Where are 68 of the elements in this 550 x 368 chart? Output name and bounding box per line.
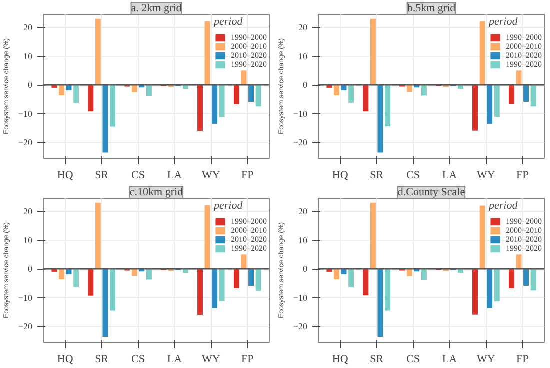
- x-tick-label: SR: [95, 354, 110, 366]
- legend-label: 1990–2000: [231, 217, 267, 226]
- x-tick-label: WY: [202, 170, 220, 182]
- legend-label: 1990–2020: [506, 244, 542, 253]
- y-tick-label: −10: [18, 108, 33, 119]
- y-tick-label: −20: [293, 138, 308, 148]
- chart-title: b.5km grid: [407, 2, 456, 14]
- legend-label: 2000–2010: [231, 226, 267, 235]
- y-tick-label: 10: [24, 51, 33, 62]
- x-tick-label: HQ: [332, 170, 348, 182]
- x-tick-label: LA: [442, 170, 458, 182]
- chart-title: c.10km grid: [130, 186, 184, 198]
- chart-title: d.County Scale: [398, 186, 466, 198]
- y-tick-label: 10: [298, 51, 308, 62]
- legend-title: period: [489, 200, 519, 212]
- y-tick-label: −10: [293, 108, 308, 119]
- y-tick-label: 0: [303, 80, 308, 90]
- legend-label: 2010–2020: [231, 51, 267, 60]
- x-tick-label: FP: [516, 170, 529, 182]
- y-tick-label: −20: [18, 138, 33, 148]
- y-tick-label: −20: [18, 322, 33, 332]
- legend-title: period: [489, 16, 519, 28]
- y-tick-label: −10: [18, 292, 33, 303]
- x-tick-label: FP: [516, 354, 529, 366]
- legend-title: period: [214, 16, 244, 28]
- y-tick-label: −10: [293, 292, 308, 303]
- y-tick-label: 0: [28, 264, 33, 274]
- legend-label: 2000–2010: [506, 226, 542, 235]
- x-tick-label: CS: [406, 354, 420, 366]
- y-tick-label: 20: [24, 22, 33, 32]
- y-tick-label: 20: [298, 206, 308, 216]
- x-tick-label: CS: [406, 170, 420, 182]
- legend-label: 2010–2020: [231, 235, 267, 244]
- x-tick-label: LA: [442, 354, 458, 366]
- x-tick-label: FP: [242, 354, 254, 366]
- x-tick-label: SR: [370, 170, 384, 182]
- y-tick-label: 10: [298, 235, 308, 246]
- legend-label: 1990–2000: [506, 33, 542, 42]
- x-tick-label: WY: [477, 170, 496, 182]
- y-tick-label: 0: [303, 264, 308, 274]
- x-tick-label: SR: [95, 170, 110, 182]
- legend-label: 1990–2020: [231, 60, 267, 69]
- legend-label: 1990–2000: [231, 33, 267, 42]
- x-tick-label: FP: [242, 170, 254, 182]
- x-tick-label: HQ: [332, 354, 348, 366]
- x-tick-label: HQ: [57, 354, 74, 366]
- x-tick-label: LA: [167, 354, 182, 366]
- x-tick-label: WY: [202, 354, 220, 366]
- legend-label: 1990–2000: [506, 217, 542, 226]
- x-tick-label: CS: [132, 354, 146, 366]
- y-tick-label: 10: [24, 235, 33, 246]
- legend-title: period: [214, 200, 244, 212]
- legend-label: 2010–2020: [506, 235, 542, 244]
- legend-label: 1990–2020: [231, 244, 267, 253]
- legend-label: 1990–2020: [506, 60, 542, 69]
- x-tick-label: LA: [167, 170, 182, 182]
- legend-label: 2000–2010: [506, 42, 542, 51]
- y-tick-label: 20: [298, 22, 308, 32]
- y-tick-label: −20: [293, 322, 308, 332]
- legend-label: 2000–2010: [231, 42, 267, 51]
- x-tick-label: HQ: [57, 170, 74, 182]
- x-tick-label: WY: [477, 354, 496, 366]
- x-tick-label: CS: [132, 170, 146, 182]
- x-tick-label: SR: [370, 354, 384, 366]
- chart-title: a. 2km grid: [131, 2, 182, 14]
- legend-label: 2010–2020: [506, 51, 542, 60]
- y-tick-label: 0: [28, 80, 33, 90]
- y-tick-label: 20: [24, 206, 33, 216]
